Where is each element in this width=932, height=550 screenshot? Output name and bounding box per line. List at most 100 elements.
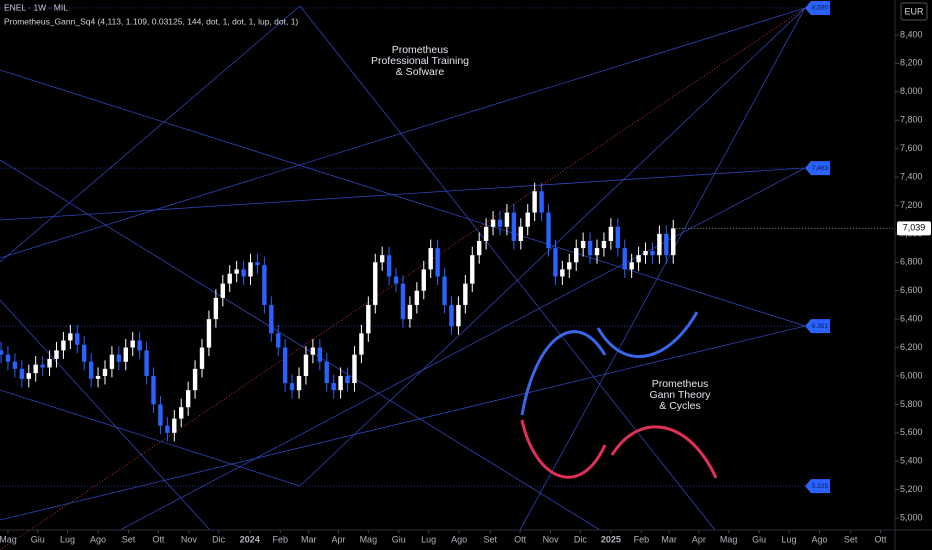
y-tick-label: 5,000 bbox=[900, 512, 923, 522]
candle-body bbox=[608, 226, 614, 241]
candle-body bbox=[137, 340, 142, 351]
y-tick-label: 8,200 bbox=[900, 58, 923, 68]
candle-body bbox=[400, 283, 406, 320]
candle-body bbox=[622, 248, 627, 270]
candle-body bbox=[206, 319, 212, 348]
candle-body bbox=[109, 354, 115, 369]
x-tick-label: Ott bbox=[874, 534, 887, 544]
candle-body bbox=[33, 364, 38, 374]
x-tick-label: Giu bbox=[31, 534, 45, 544]
annotation: & Sofware bbox=[396, 66, 445, 78]
last-price-box bbox=[897, 221, 931, 236]
candle-body bbox=[379, 255, 385, 263]
candle-body bbox=[95, 375, 101, 379]
annotation: Gann Theory bbox=[649, 389, 711, 401]
y-tick-label: 6,400 bbox=[900, 314, 923, 324]
candle-body bbox=[75, 333, 80, 345]
x-tick-label: Mag bbox=[720, 534, 738, 544]
candle-body bbox=[179, 407, 184, 419]
candle-body bbox=[234, 269, 239, 274]
candle-body bbox=[650, 250, 655, 256]
gann-line bbox=[299, 5, 716, 531]
candle-body bbox=[40, 364, 45, 368]
x-tick-label: Mag bbox=[360, 534, 378, 544]
cycle-arc bbox=[610, 425, 718, 479]
y-tick-label: 6,800 bbox=[900, 257, 923, 267]
candle-body bbox=[255, 262, 260, 266]
candle-body bbox=[47, 358, 52, 368]
x-tick-label: Set bbox=[484, 534, 498, 544]
currency-box[interactable] bbox=[900, 2, 928, 21]
candle-body bbox=[241, 269, 246, 277]
currency: EUR bbox=[904, 6, 924, 16]
gann-line bbox=[0, 389, 301, 487]
candle-body bbox=[671, 228, 676, 256]
candle-body bbox=[449, 304, 454, 327]
candle-body bbox=[490, 219, 496, 227]
candle-body bbox=[553, 248, 558, 277]
annotation: Prometheus bbox=[652, 378, 709, 390]
candle-body bbox=[546, 212, 551, 249]
candle-body bbox=[296, 375, 302, 391]
candle-body bbox=[310, 347, 316, 355]
gann-line bbox=[519, 7, 806, 531]
candle-body bbox=[61, 340, 66, 351]
gann-line bbox=[0, 5, 301, 263]
x-tick-label: Mar bbox=[661, 534, 677, 544]
x-tick-label: Ott bbox=[152, 534, 165, 544]
gann-line bbox=[0, 167, 806, 221]
candle-body bbox=[185, 390, 191, 408]
candle-body bbox=[262, 265, 267, 305]
candle-body bbox=[19, 368, 25, 379]
candle-body bbox=[282, 347, 288, 384]
x-tick-label: Feb bbox=[273, 534, 289, 544]
gann-level-tag bbox=[805, 161, 830, 176]
candle-body bbox=[567, 262, 572, 270]
candle-body bbox=[289, 383, 295, 391]
candle-body bbox=[88, 361, 94, 379]
candle-body bbox=[643, 250, 648, 256]
candle-body bbox=[393, 276, 399, 284]
x-tick-label: Apr bbox=[692, 534, 706, 544]
y-tick-label: 7,200 bbox=[900, 200, 923, 210]
candle-body bbox=[373, 262, 378, 305]
gann-line bbox=[0, 299, 211, 531]
candle-body bbox=[331, 383, 336, 391]
candle-body bbox=[12, 361, 18, 369]
x-tick-label: Ago bbox=[90, 534, 106, 544]
y-tick-label: 8,400 bbox=[900, 29, 923, 39]
x-tick-label: Ago bbox=[811, 534, 827, 544]
gann-level-tag bbox=[805, 479, 830, 494]
symbol-title: ENEL · 1W · MIL bbox=[4, 2, 68, 12]
candle-body bbox=[359, 333, 364, 355]
candle-body bbox=[366, 304, 371, 334]
candle-body bbox=[483, 226, 489, 241]
x-tick-label: Mar bbox=[301, 534, 317, 544]
gann-level-label: 6,351 bbox=[812, 323, 829, 330]
x-tick-label: Feb bbox=[634, 534, 650, 544]
x-tick-label: Giu bbox=[392, 534, 406, 544]
candle-body bbox=[504, 212, 510, 227]
cycle-arc bbox=[596, 311, 699, 358]
candle-body bbox=[525, 212, 530, 227]
x-tick-label: Mag bbox=[0, 534, 17, 544]
y-tick-label: 6,200 bbox=[900, 342, 923, 352]
y-tick-label: 5,200 bbox=[900, 484, 923, 494]
candle-body bbox=[123, 347, 128, 362]
candle-body bbox=[601, 240, 607, 249]
candle-body bbox=[317, 347, 323, 362]
candle-body bbox=[81, 344, 87, 362]
x-tick-label: 2025 bbox=[601, 534, 621, 544]
candle-body bbox=[518, 226, 523, 241]
candle-body bbox=[165, 425, 170, 433]
gann-line bbox=[119, 167, 806, 531]
x-tick-label: Nov bbox=[181, 534, 198, 544]
annotation: Professional Training bbox=[371, 55, 469, 67]
gann-line bbox=[0, 69, 806, 327]
candle-body bbox=[587, 240, 593, 256]
candle-body bbox=[172, 418, 177, 433]
candle-body bbox=[615, 226, 621, 249]
y-tick-label: 6,000 bbox=[900, 370, 923, 380]
